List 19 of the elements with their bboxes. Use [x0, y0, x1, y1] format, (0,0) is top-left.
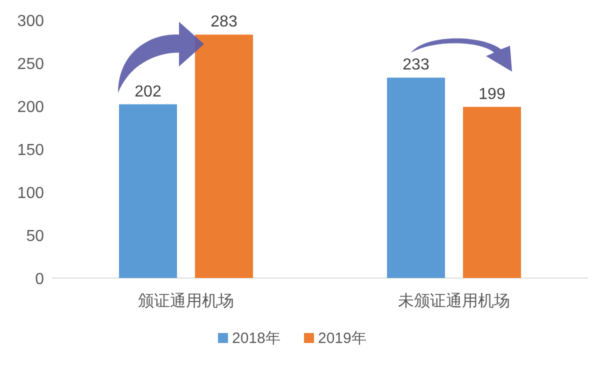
y-tick-label: 250: [17, 56, 44, 73]
data-label: 283: [210, 14, 238, 31]
y-tick-label: 200: [17, 99, 44, 116]
x-tick-label: 颁证通用机场: [138, 292, 234, 310]
y-tick-label: 50: [26, 228, 44, 245]
legend-label: 2019年: [318, 330, 366, 347]
legend-label: 2018年: [232, 330, 280, 347]
y-tick-label: 100: [17, 185, 44, 202]
y-tick-label: 0: [35, 271, 44, 288]
data-label: 202: [134, 83, 162, 100]
bar: [463, 106, 521, 278]
data-label: 233: [402, 56, 430, 74]
bar: [119, 104, 177, 278]
y-tick-label: 300: [17, 13, 44, 30]
bar: [195, 34, 253, 278]
y-tick-label: 150: [17, 142, 44, 159]
x-tick-label: 未颁证通用机场: [398, 292, 510, 310]
bar: [387, 78, 445, 278]
data-label: 199: [478, 86, 506, 103]
